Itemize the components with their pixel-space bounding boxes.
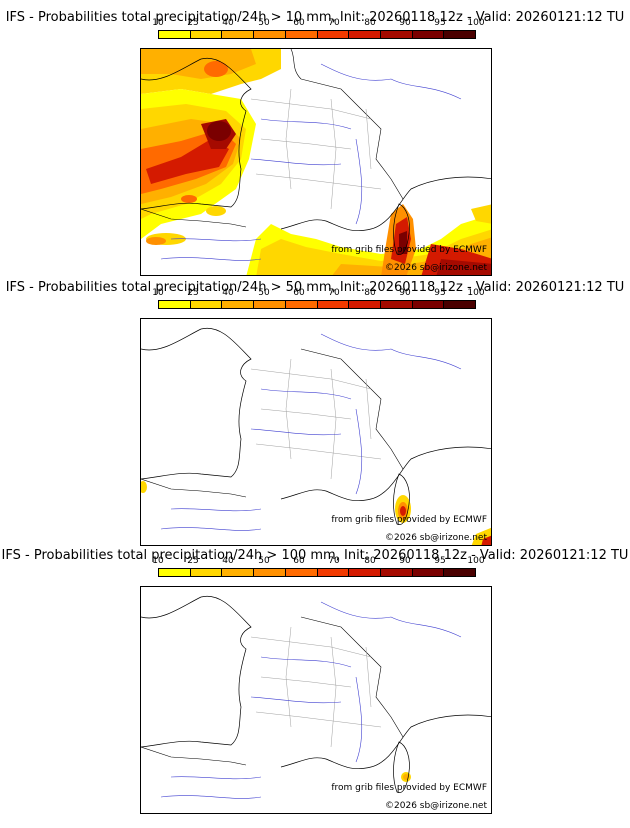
legend-color-swatch xyxy=(222,301,255,308)
panel-100mm: IFS - Probabilities total precipitation/… xyxy=(0,538,630,828)
panel-title: IFS - Probabilities total precipitation/… xyxy=(5,10,625,25)
legend-color-swatch xyxy=(380,569,413,576)
credit-copyright: ©2026 sb@irizone.net xyxy=(385,801,487,811)
legend-color-swatch xyxy=(412,301,445,308)
legend-label: 90 xyxy=(399,18,411,28)
map-graphic xyxy=(141,595,491,799)
map-graphic xyxy=(141,49,491,275)
legend-color-swatch xyxy=(190,569,223,576)
legend-labels: 10 25 40 50 60 70 80 90 95 100 xyxy=(152,18,484,29)
map-graphic xyxy=(141,327,491,545)
legend-color-swatch xyxy=(380,31,413,38)
legend-color-swatch xyxy=(444,31,476,38)
legend-label: 40 xyxy=(222,288,234,298)
legend-color-swatch xyxy=(254,569,286,576)
legend-colorbar xyxy=(158,568,476,577)
map-100mm: from grib files provided by ECMWF ©2026 … xyxy=(140,586,492,814)
legend-color-swatch xyxy=(349,31,381,38)
legend-label: 40 xyxy=(222,556,234,566)
legend-color-swatch xyxy=(222,31,255,38)
panel-10mm: IFS - Probabilities total precipitation/… xyxy=(0,0,630,276)
legend-color-swatch xyxy=(444,569,476,576)
panel-50mm: IFS - Probabilities total precipitation/… xyxy=(0,270,630,546)
legend-label: 100 xyxy=(467,556,485,566)
map-geography xyxy=(141,595,491,799)
legend-color-swatch xyxy=(285,31,318,38)
legend-label: 10 xyxy=(152,288,164,298)
legend-label: 80 xyxy=(364,556,376,566)
legend-label: 100 xyxy=(467,288,485,298)
legend-color-swatch xyxy=(349,569,381,576)
legend-color-swatch xyxy=(317,569,350,576)
legend-label: 70 xyxy=(328,288,340,298)
legend-color-swatch xyxy=(190,31,223,38)
precip-shading xyxy=(401,772,411,782)
legend-color-swatch xyxy=(285,569,318,576)
legend-labels: 10 25 40 50 60 70 80 90 95 100 xyxy=(152,556,484,567)
credit-copyright: ©2026 sb@irizone.net xyxy=(385,263,487,273)
legend-label: 70 xyxy=(328,556,340,566)
map-10mm: from grib files provided by ECMWF ©2026 … xyxy=(140,48,492,276)
legend-color-swatch xyxy=(159,301,191,308)
panel-title: IFS - Probabilities total precipitation/… xyxy=(5,280,625,295)
legend-label: 10 xyxy=(152,18,164,28)
legend-color-swatch xyxy=(254,301,286,308)
legend-label: 100 xyxy=(467,18,485,28)
legend-color-swatch xyxy=(317,31,350,38)
panel-title: IFS - Probabilities total precipitation/… xyxy=(1,548,629,563)
legend-color-swatch xyxy=(349,301,381,308)
legend-colorbar xyxy=(158,30,476,39)
precip-shading xyxy=(141,481,491,545)
legend-label: 90 xyxy=(399,556,411,566)
legend-label: 50 xyxy=(258,18,270,28)
legend-label: 95 xyxy=(434,556,446,566)
legend-label: 10 xyxy=(152,556,164,566)
credit-grib: from grib files provided by ECMWF xyxy=(331,245,487,255)
legend-label: 95 xyxy=(434,18,446,28)
credit-copyright: ©2026 sb@irizone.net xyxy=(385,533,487,543)
map-50mm: from grib files provided by ECMWF ©2026 … xyxy=(140,318,492,546)
legend-label: 60 xyxy=(293,18,305,28)
legend-labels: 10 25 40 50 60 70 80 90 95 100 xyxy=(152,288,484,299)
legend-label: 70 xyxy=(328,18,340,28)
legend-color-swatch xyxy=(285,301,318,308)
legend-label: 60 xyxy=(293,556,305,566)
legend-label: 95 xyxy=(434,288,446,298)
legend-color-swatch xyxy=(412,31,445,38)
precip-shading xyxy=(141,49,491,275)
legend-label: 80 xyxy=(364,288,376,298)
legend-color-swatch xyxy=(159,31,191,38)
legend-color-swatch xyxy=(254,31,286,38)
legend-color-swatch xyxy=(412,569,445,576)
legend-color-swatch xyxy=(159,569,191,576)
legend-label: 40 xyxy=(222,18,234,28)
legend-color-swatch xyxy=(380,301,413,308)
legend-label: 25 xyxy=(187,18,199,28)
legend-label: 25 xyxy=(187,556,199,566)
legend-label: 50 xyxy=(258,556,270,566)
legend-color-swatch xyxy=(317,301,350,308)
credit-grib: from grib files provided by ECMWF xyxy=(331,783,487,793)
legend-label: 60 xyxy=(293,288,305,298)
legend-label: 90 xyxy=(399,288,411,298)
map-geography xyxy=(141,327,491,531)
legend-color-swatch xyxy=(190,301,223,308)
map-geography xyxy=(141,49,491,261)
legend-label: 50 xyxy=(258,288,270,298)
legend-color-swatch xyxy=(444,301,476,308)
legend-colorbar xyxy=(158,300,476,309)
legend-label: 80 xyxy=(364,18,376,28)
credit-grib: from grib files provided by ECMWF xyxy=(331,515,487,525)
legend-color-swatch xyxy=(222,569,255,576)
legend-label: 25 xyxy=(187,288,199,298)
